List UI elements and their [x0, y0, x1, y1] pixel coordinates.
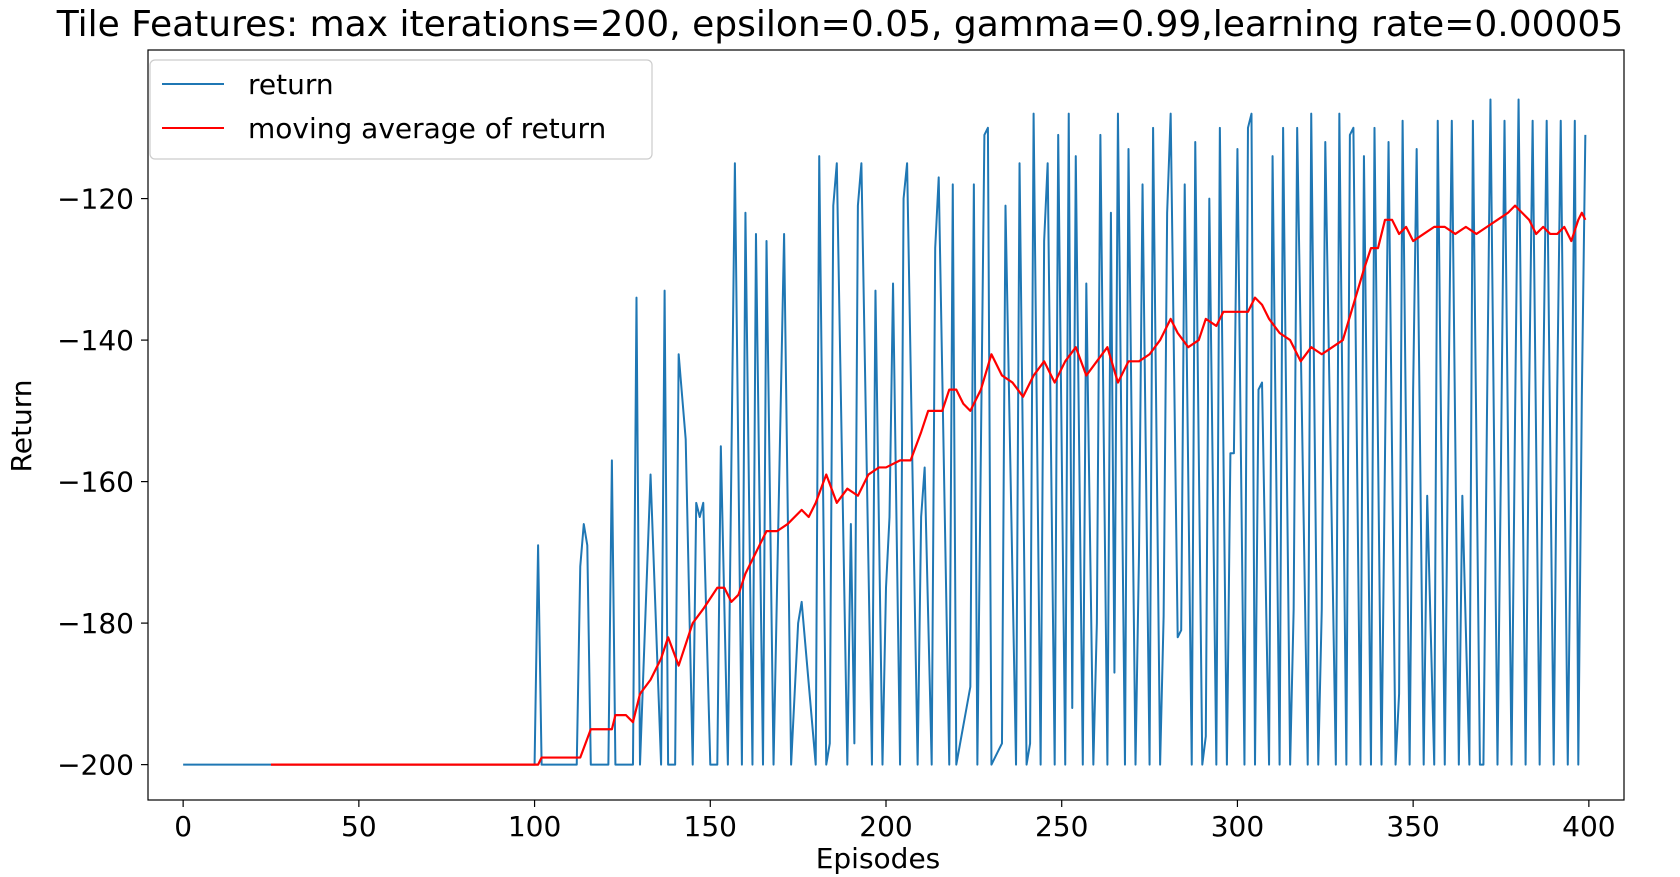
x-tick-label: 150 [684, 810, 737, 843]
x-tick-label: 300 [1211, 810, 1264, 843]
x-tick-label: 350 [1386, 810, 1439, 843]
y-tick-label: −180 [57, 607, 134, 640]
legend-label-return: return [248, 68, 334, 101]
y-tick-label: −160 [57, 466, 134, 499]
chart-title: Tile Features: max iterations=200, epsil… [56, 4, 1623, 45]
x-tick-label: 400 [1562, 810, 1615, 843]
y-tick-label: −200 [57, 749, 134, 782]
legend-label-moving-average: moving average of return [248, 112, 606, 145]
plot-area [183, 98, 1587, 766]
x-tick-label: 250 [1035, 810, 1088, 843]
x-tick-label: 100 [508, 810, 561, 843]
y-axis-label: Return [5, 380, 38, 473]
x-axis-label: Episodes [816, 842, 941, 875]
y-axis: −200 −180 −160 −140 −120 [57, 183, 148, 782]
series-line-moving-average [271, 204, 1587, 766]
series-line-return [183, 98, 1587, 766]
y-tick-label: −120 [57, 183, 134, 216]
x-tick-label: 200 [859, 810, 912, 843]
legend: return moving average of return [149, 59, 653, 160]
y-tick-label: −140 [57, 324, 134, 357]
x-tick-label: 50 [341, 810, 377, 843]
legend-box [149, 59, 653, 160]
x-axis: 0 50 100 150 200 250 300 350 400 [174, 800, 1616, 843]
x-tick-label: 0 [174, 810, 192, 843]
